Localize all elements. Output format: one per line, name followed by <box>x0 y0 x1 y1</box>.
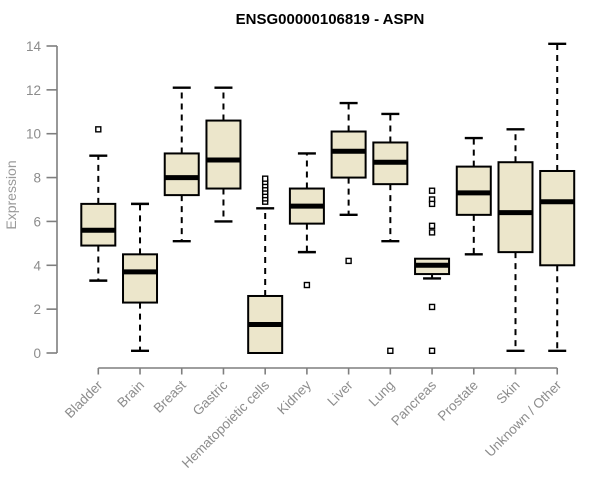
x-tick-label-liver: Liver <box>324 377 356 409</box>
y-tick-label: 8 <box>33 171 41 186</box>
outlier-pancreas <box>428 347 436 355</box>
y-tick-label: 6 <box>33 214 41 229</box>
outlier-pancreas <box>428 222 436 230</box>
x-tick-label-bladder: Bladder <box>62 377 106 421</box>
box-liver <box>330 130 367 179</box>
outlier-pancreas <box>428 229 436 236</box>
y-axis-label: Expression <box>3 160 19 229</box>
x-tick-label-prostate: Prostate <box>435 378 481 424</box>
outlier-pancreas <box>428 187 436 194</box>
x-tick-label-kidney: Kidney <box>274 377 314 417</box>
y-tick-label: 2 <box>33 302 41 317</box>
outlier-hematopoietic-cells <box>261 175 269 182</box>
x-tick-label-skin: Skin <box>493 378 522 407</box>
x-tick-label-unknown-other: Unknown / Other <box>482 377 565 460</box>
x-tick-label-lung: Lung <box>366 378 398 410</box>
outlier-pancreas <box>428 303 436 311</box>
box-unknown-other <box>539 169 576 267</box>
outlier-pancreas <box>428 200 436 208</box>
x-tick-label-brain: Brain <box>114 378 147 411</box>
y-tick-label: 4 <box>33 258 41 273</box>
box-bladder <box>80 202 117 247</box>
box-skin <box>497 161 534 254</box>
x-tick-label-gastric: Gastric <box>190 377 231 418</box>
x-tick-label-breast: Breast <box>151 377 189 415</box>
box-gastric <box>205 119 242 190</box>
outlier-kidney <box>303 281 311 289</box>
chart-title: ENSG00000106819 - ASPN <box>236 11 425 28</box>
box-brain <box>122 253 159 304</box>
y-tick-label: 14 <box>26 39 42 54</box>
y-tick-label: 0 <box>33 346 41 361</box>
y-tick-label: 10 <box>26 127 41 142</box>
outlier-liver <box>345 257 352 265</box>
outlier-bladder <box>95 126 102 133</box>
box-breast <box>163 152 200 197</box>
y-tick-label: 12 <box>26 83 41 98</box>
outlier-lung <box>387 347 394 355</box>
x-tick-label-pancreas: Pancreas <box>388 377 439 428</box>
